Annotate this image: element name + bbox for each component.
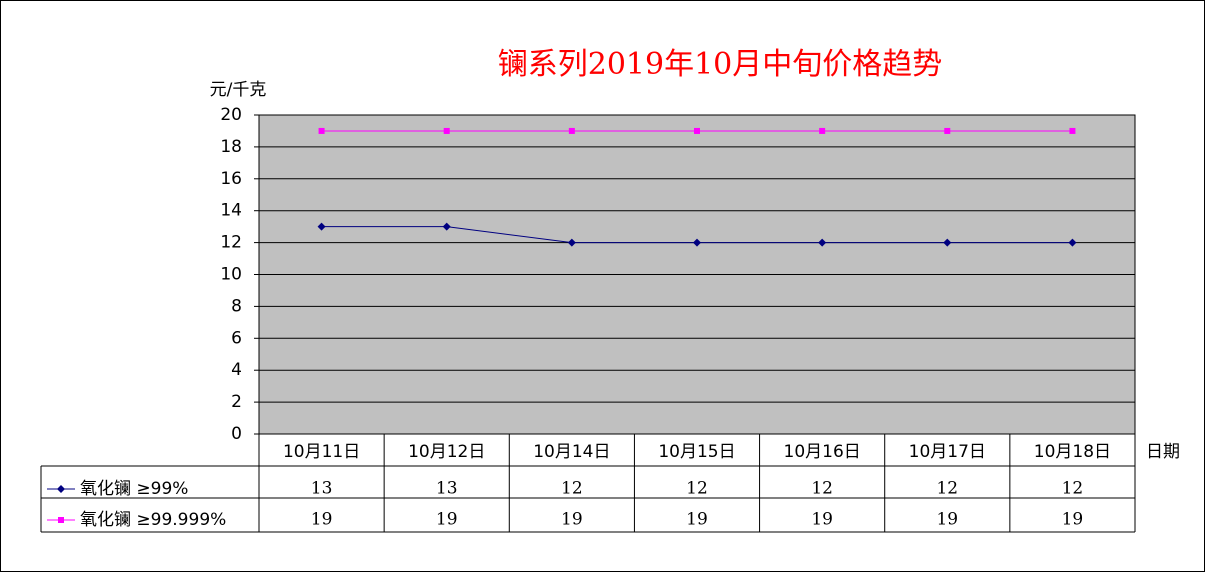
y-tick-label: 20 (220, 105, 242, 125)
y-tick-label: 4 (231, 360, 242, 380)
y-tick-label: 14 (220, 201, 242, 221)
table-cell: 13 (311, 479, 333, 499)
y-axis-label: 元/千克 (210, 80, 267, 100)
marker (58, 517, 64, 523)
table-cell: 12 (686, 479, 708, 499)
marker (943, 238, 952, 247)
marker (944, 127, 951, 134)
x-tick-label: 10月14日 (533, 442, 610, 462)
marker (694, 127, 700, 134)
x-tick-label: 10月11日 (283, 442, 360, 462)
table-cell: 12 (1062, 479, 1084, 499)
y-tick-label: 2 (231, 392, 242, 412)
x-tick-label: 10月16日 (784, 442, 861, 462)
x-tick-label: 10月18日 (1034, 442, 1111, 462)
table-cell: 12 (936, 479, 958, 499)
legend-label: 氧化镧 ≥99% (80, 479, 188, 499)
marker (318, 127, 325, 134)
table-cell: 12 (811, 479, 833, 499)
table-cell: 19 (436, 510, 458, 530)
marker (568, 127, 575, 134)
x-tick-label: 10月15日 (658, 442, 735, 462)
marker (1069, 127, 1076, 134)
y-tick-label: 0 (231, 424, 242, 444)
marker (57, 485, 65, 493)
y-tick-label: 18 (220, 137, 242, 157)
table-cell: 19 (686, 510, 708, 530)
legend-label: 氧化镧 ≥99.999% (80, 510, 226, 530)
table-cell: 19 (311, 510, 333, 530)
chart-title: 镧系列2019年10月中旬价格趋势 (498, 47, 943, 82)
y-tick-label: 10 (220, 265, 242, 285)
y-tick-label: 12 (220, 233, 242, 253)
table-cell: 19 (811, 510, 833, 530)
y-tick-label: 8 (231, 296, 242, 316)
y-tick-label: 16 (220, 169, 242, 189)
y-tick-label: 6 (231, 328, 242, 348)
marker (819, 127, 826, 134)
table-cell: 19 (561, 510, 583, 530)
table-cell: 13 (436, 479, 458, 499)
table-cell: 19 (936, 510, 958, 530)
x-axis-label: 日期 (1146, 442, 1180, 462)
marker (443, 127, 450, 134)
marker (567, 238, 576, 247)
x-tick-label: 10月12日 (408, 442, 485, 462)
marker (317, 222, 326, 231)
table-cell: 19 (1062, 510, 1084, 530)
marker (442, 222, 451, 231)
data-table (40, 434, 1136, 533)
marker (693, 238, 701, 247)
marker (818, 238, 827, 247)
x-tick-label: 10月17日 (909, 442, 986, 462)
marker (1068, 238, 1077, 247)
table-cell: 12 (561, 479, 583, 499)
